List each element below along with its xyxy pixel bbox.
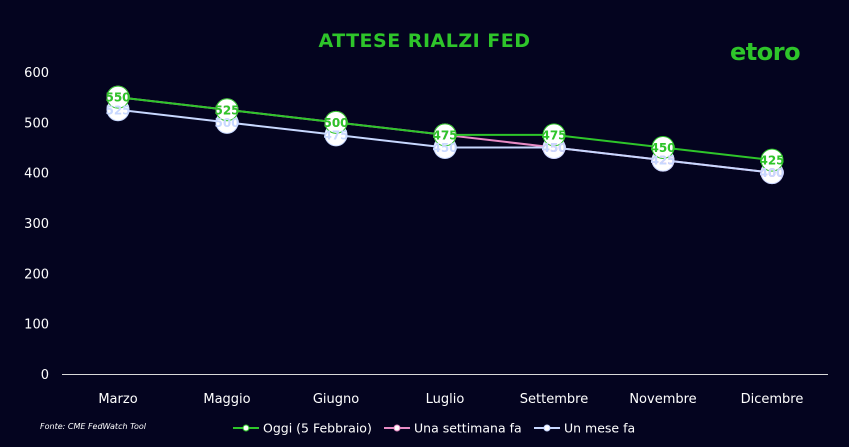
data-label: 400 (759, 166, 784, 180)
legend-label: Oggi (5 Febbraio) (263, 421, 372, 436)
legend-marker (543, 424, 551, 432)
y-tick-label: 500 (24, 116, 49, 131)
x-tick-label: Giugno (313, 392, 359, 407)
data-label: 425 (759, 154, 784, 168)
data-point (542, 123, 566, 147)
x-tick-label: Novembre (629, 392, 696, 407)
legend-marker (393, 424, 401, 432)
data-point (651, 136, 675, 159)
data-point (106, 85, 130, 109)
data-label: 550 (105, 91, 130, 105)
data-label: 525 (105, 103, 130, 117)
y-tick-label: 400 (24, 167, 49, 182)
data-label: 475 (432, 128, 457, 142)
data-label: 500 (323, 116, 348, 130)
etoro-logo: etoro (730, 38, 801, 66)
data-label: 475 (323, 128, 348, 142)
x-tick-label: Settembre (520, 392, 588, 407)
legend-label: Un mese fa (564, 421, 635, 436)
data-label: 500 (214, 116, 239, 130)
data-point (433, 123, 457, 147)
data-label: 475 (541, 128, 566, 142)
x-tick-label: Luglio (426, 392, 465, 407)
y-tick-label: 300 (24, 217, 49, 232)
data-label: 450 (541, 141, 566, 155)
data-label: 450 (432, 141, 457, 155)
data-point (760, 148, 784, 172)
source-note: Fonte: CME FedWatch Tool (40, 422, 146, 431)
data-point (215, 98, 239, 122)
data-label: 550 (105, 91, 130, 105)
data-label: 400 (759, 166, 784, 180)
data-point (324, 110, 348, 134)
chart-title: ATTESE RIALZI FED (318, 30, 531, 52)
data-label: 425 (650, 154, 675, 168)
x-tick-label: Dicembre (741, 392, 804, 407)
y-tick-label: 100 (24, 318, 49, 333)
y-tick-label: 200 (24, 267, 49, 282)
data-label: 525 (214, 103, 239, 117)
legend-label: Una settimana fa (414, 421, 522, 436)
data-label: 425 (650, 154, 675, 168)
data-label: 475 (432, 128, 457, 142)
legend-marker (242, 424, 250, 432)
data-label: 450 (650, 141, 675, 155)
x-tick-label: Maggio (203, 392, 250, 407)
x-tick-label: Marzo (98, 392, 137, 407)
data-label: 500 (323, 116, 348, 130)
y-tick-label: 0 (41, 368, 49, 383)
y-tick-label: 600 (24, 66, 49, 81)
data-label: 450 (541, 141, 566, 155)
data-label: 525 (214, 103, 239, 117)
